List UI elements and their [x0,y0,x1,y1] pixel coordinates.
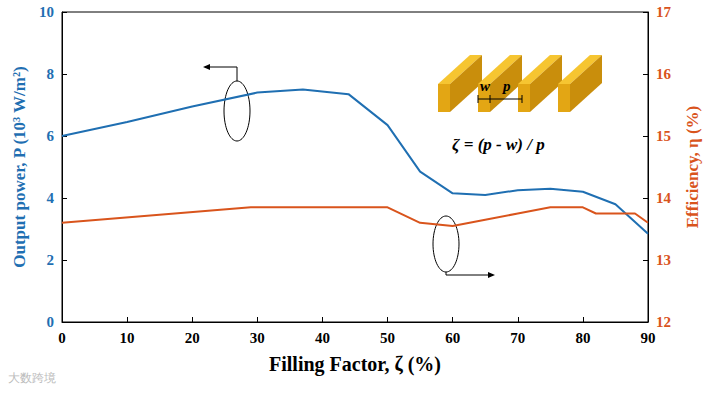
svg-text:Output power, P (10³ W/m²): Output power, P (10³ W/m²) [10,66,29,267]
svg-text:6: 6 [47,128,55,144]
svg-text:0: 0 [58,330,66,346]
svg-text:30: 30 [250,330,265,346]
svg-text:Efficiency, η (%): Efficiency, η (%) [683,106,702,229]
svg-text:80: 80 [575,330,590,346]
svg-text:大数跨境: 大数跨境 [8,371,56,385]
svg-text:w: w [480,78,491,94]
svg-text:13: 13 [656,252,671,268]
svg-text:14: 14 [656,190,672,206]
svg-text:60: 60 [445,330,460,346]
svg-text:10: 10 [120,330,135,346]
svg-text:90: 90 [641,330,656,346]
svg-text:12: 12 [656,314,671,330]
svg-text:17: 17 [656,4,672,20]
svg-text:20: 20 [185,330,200,346]
svg-text:8: 8 [47,66,55,82]
svg-text:0: 0 [47,314,55,330]
svg-text:2: 2 [47,252,55,268]
svg-text:50: 50 [380,330,395,346]
svg-text:15: 15 [656,128,671,144]
svg-text:70: 70 [510,330,525,346]
svg-text:ζ = (p - w) / p: ζ = (p - w) / p [452,135,545,154]
svg-text:16: 16 [656,66,672,82]
svg-text:Filling Factor, ζ (%): Filling Factor, ζ (%) [269,353,441,376]
svg-text:10: 10 [39,4,54,20]
svg-text:4: 4 [47,190,55,206]
svg-text:p: p [501,78,511,94]
svg-text:40: 40 [315,330,330,346]
